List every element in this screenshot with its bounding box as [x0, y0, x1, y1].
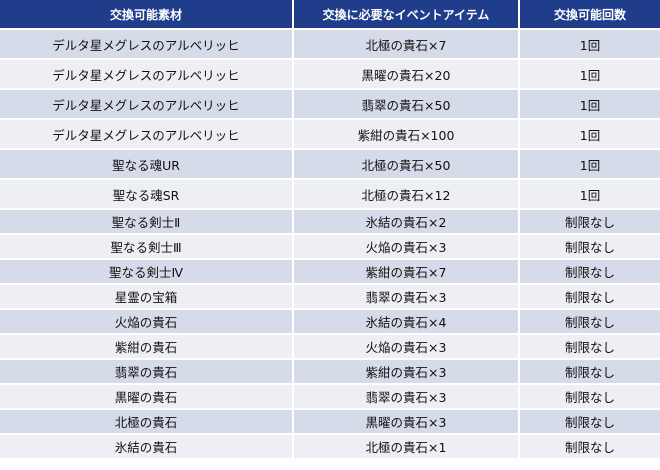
required-item-cell: 北極の貴石×1 — [294, 435, 520, 460]
required-item-cell: 火焔の貴石×3 — [294, 235, 520, 260]
table-row: 火焔の貴石 氷結の貴石×4 制限なし — [0, 310, 660, 335]
limit-cell: 1回 — [520, 150, 660, 180]
exchange-table: 交換可能素材 交換に必要なイベントアイテム 交換可能回数 デルタ星メグレスのアル… — [0, 0, 660, 460]
header-exchange-limit: 交換可能回数 — [520, 0, 660, 30]
material-cell: 聖なる剣士Ⅳ — [0, 260, 294, 285]
limit-cell: 制限なし — [520, 285, 660, 310]
required-item-cell: 氷結の貴石×4 — [294, 310, 520, 335]
table-row: 北極の貴石 黒曜の貴石×3 制限なし — [0, 410, 660, 435]
required-item-cell: 翡翠の貴石×3 — [294, 385, 520, 410]
header-material: 交換可能素材 — [0, 0, 294, 30]
required-item-cell: 北極の貴石×12 — [294, 180, 520, 210]
required-item-cell: 北極の貴石×7 — [294, 30, 520, 60]
required-item-cell: 北極の貴石×50 — [294, 150, 520, 180]
limit-cell: 制限なし — [520, 385, 660, 410]
table-row: 聖なる魂SR 北極の貴石×12 1回 — [0, 180, 660, 210]
limit-cell: 制限なし — [520, 260, 660, 285]
material-cell: デルタ星メグレスのアルベリッヒ — [0, 120, 294, 150]
table-row: 翡翠の貴石 紫紺の貴石×3 制限なし — [0, 360, 660, 385]
material-cell: デルタ星メグレスのアルベリッヒ — [0, 30, 294, 60]
limit-cell: 1回 — [520, 60, 660, 90]
material-cell: 星霊の宝箱 — [0, 285, 294, 310]
table-header-row: 交換可能素材 交換に必要なイベントアイテム 交換可能回数 — [0, 0, 660, 30]
material-cell: 氷結の貴石 — [0, 435, 294, 460]
table-row: デルタ星メグレスのアルベリッヒ 翡翠の貴石×50 1回 — [0, 90, 660, 120]
limit-cell: 1回 — [520, 90, 660, 120]
table-row: デルタ星メグレスのアルベリッヒ 北極の貴石×7 1回 — [0, 30, 660, 60]
limit-cell: 1回 — [520, 120, 660, 150]
table-row: 聖なる剣士Ⅳ 紫紺の貴石×7 制限なし — [0, 260, 660, 285]
limit-cell: 制限なし — [520, 210, 660, 235]
material-cell: 聖なる魂UR — [0, 150, 294, 180]
limit-cell: 制限なし — [520, 310, 660, 335]
table-row: 紫紺の貴石 火焔の貴石×3 制限なし — [0, 335, 660, 360]
material-cell: デルタ星メグレスのアルベリッヒ — [0, 60, 294, 90]
limit-cell: 制限なし — [520, 360, 660, 385]
limit-cell: 制限なし — [520, 235, 660, 260]
required-item-cell: 紫紺の貴石×7 — [294, 260, 520, 285]
header-required-item: 交換に必要なイベントアイテム — [294, 0, 520, 30]
material-cell: 聖なる剣士Ⅲ — [0, 235, 294, 260]
required-item-cell: 紫紺の貴石×3 — [294, 360, 520, 385]
required-item-cell: 翡翠の貴石×3 — [294, 285, 520, 310]
table-row: デルタ星メグレスのアルベリッヒ 黒曜の貴石×20 1回 — [0, 60, 660, 90]
material-cell: 聖なる剣士Ⅱ — [0, 210, 294, 235]
material-cell: 翡翠の貴石 — [0, 360, 294, 385]
limit-cell: 制限なし — [520, 435, 660, 460]
material-cell: 聖なる魂SR — [0, 180, 294, 210]
required-item-cell: 紫紺の貴石×100 — [294, 120, 520, 150]
required-item-cell: 氷結の貴石×2 — [294, 210, 520, 235]
material-cell: 黒曜の貴石 — [0, 385, 294, 410]
table-row: 聖なる剣士Ⅱ 氷結の貴石×2 制限なし — [0, 210, 660, 235]
required-item-cell: 黒曜の貴石×20 — [294, 60, 520, 90]
limit-cell: 1回 — [520, 30, 660, 60]
material-cell: デルタ星メグレスのアルベリッヒ — [0, 90, 294, 120]
limit-cell: 制限なし — [520, 335, 660, 360]
material-cell: 火焔の貴石 — [0, 310, 294, 335]
table-row: 黒曜の貴石 翡翠の貴石×3 制限なし — [0, 385, 660, 410]
required-item-cell: 翡翠の貴石×50 — [294, 90, 520, 120]
material-cell: 紫紺の貴石 — [0, 335, 294, 360]
table-row: 聖なる剣士Ⅲ 火焔の貴石×3 制限なし — [0, 235, 660, 260]
table-row: 聖なる魂UR 北極の貴石×50 1回 — [0, 150, 660, 180]
table-row: デルタ星メグレスのアルベリッヒ 紫紺の貴石×100 1回 — [0, 120, 660, 150]
limit-cell: 制限なし — [520, 410, 660, 435]
table-row: 氷結の貴石 北極の貴石×1 制限なし — [0, 435, 660, 460]
required-item-cell: 火焔の貴石×3 — [294, 335, 520, 360]
material-cell: 北極の貴石 — [0, 410, 294, 435]
table-row: 星霊の宝箱 翡翠の貴石×3 制限なし — [0, 285, 660, 310]
required-item-cell: 黒曜の貴石×3 — [294, 410, 520, 435]
limit-cell: 1回 — [520, 180, 660, 210]
